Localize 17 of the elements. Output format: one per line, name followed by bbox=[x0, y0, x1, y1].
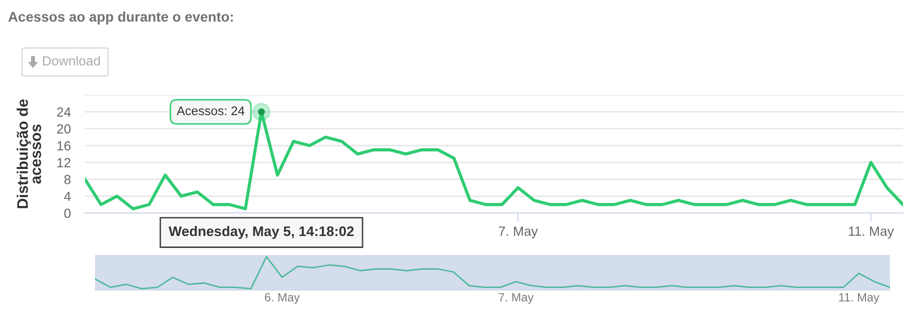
x-tick-label: 7. May bbox=[498, 293, 534, 304]
y-tick-label: 12 bbox=[57, 158, 70, 168]
y-tick-label: 0 bbox=[64, 208, 71, 218]
x-tick-label: 7. May bbox=[498, 226, 538, 238]
y-tick-label: 8 bbox=[64, 174, 71, 184]
annotation: Acessos: 24 bbox=[176, 106, 244, 116]
x-tick-label: 11. May bbox=[839, 293, 880, 304]
y-tick-label: 16 bbox=[57, 141, 71, 150]
text: Wednesday, May 5, 14:18:02 bbox=[168, 226, 354, 239]
y-tick-label: 24 bbox=[57, 107, 71, 117]
y-tick-label: 20 bbox=[57, 124, 71, 134]
x-tick-label: 11. May bbox=[848, 226, 894, 238]
text: Download bbox=[43, 56, 100, 66]
y-axis-title: Distribuição de acessos bbox=[16, 99, 42, 208]
chart-title: Acessos ao app durante o evento: bbox=[8, 12, 233, 24]
y-tick-label: 4 bbox=[64, 192, 71, 201]
x-tick-label: 6. May bbox=[264, 293, 300, 304]
